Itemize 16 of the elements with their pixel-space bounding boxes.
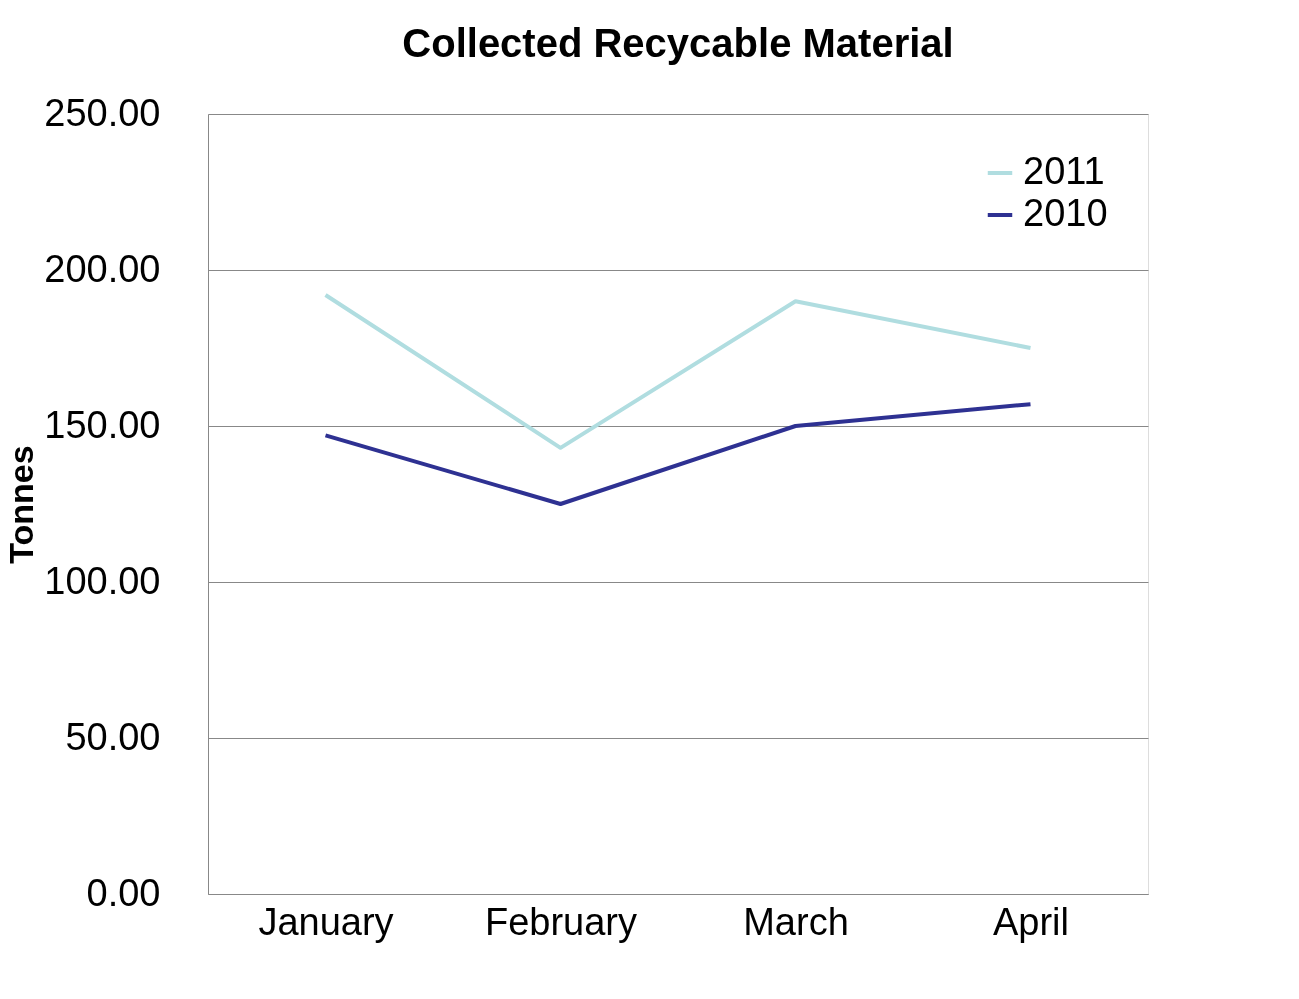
legend-label: 2010 [1023,192,1108,234]
y-tick-label: 250.00 [44,91,161,134]
x-tick-label: March [743,900,849,943]
line-series [323,402,1033,506]
y-tick-label: 0.00 [86,871,161,914]
chart-title: Collected Recycable Material [402,21,954,65]
y-tick-label: 50.00 [65,715,161,758]
legend-label: 2011 [1023,150,1105,192]
y-tick-label: 150.00 [44,403,161,446]
x-tick-label: April [992,900,1070,943]
y-tick-label: 100.00 [44,559,161,602]
x-tick-label: January [258,900,394,943]
x-tick-label: February [484,900,638,943]
y-tick-label: 200.00 [44,247,161,290]
line-series [323,292,1033,450]
y-axis-title: Tonnes [2,445,41,564]
